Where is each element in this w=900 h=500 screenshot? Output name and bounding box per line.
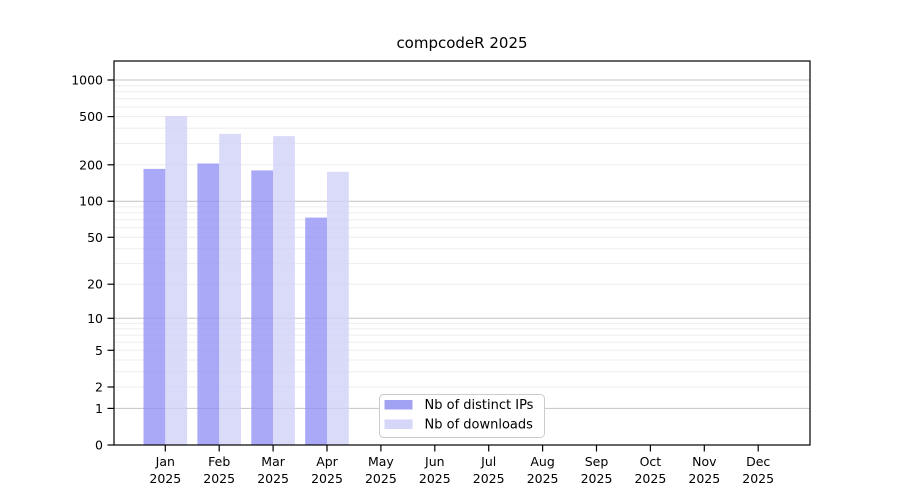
x-tick-label-month: Sep bbox=[585, 454, 609, 469]
x-tick-label-month: Dec bbox=[746, 454, 770, 469]
legend: Nb of distinct IPs Nb of downloads bbox=[379, 394, 545, 438]
y-tick-label: 1000 bbox=[71, 73, 103, 88]
x-tick-label-year: 2025 bbox=[419, 471, 451, 486]
legend-box bbox=[379, 394, 545, 438]
x-tick-label-year: 2025 bbox=[365, 471, 397, 486]
x-tick-label-year: 2025 bbox=[634, 471, 666, 486]
y-tick-label: 5 bbox=[95, 343, 103, 358]
x-tick-label-year: 2025 bbox=[203, 471, 235, 486]
y-tick-label: 2 bbox=[95, 380, 103, 395]
x-tick-label-month: May bbox=[368, 454, 394, 469]
chart-title: compcodeR 2025 bbox=[396, 34, 527, 52]
legend-swatch bbox=[384, 400, 413, 410]
x-axis: Jan 2025 Feb 2025 Mar 2025 Apr 2025 May 2025 Jun 20… bbox=[149, 445, 774, 486]
x-tick-label-year: 2025 bbox=[527, 471, 559, 486]
y-tick-label: 1 bbox=[95, 401, 103, 416]
y-axis: 0 1 2 5 10 20 50 100 200 500 1000 bbox=[71, 73, 114, 453]
legend-label: Nb of downloads bbox=[425, 418, 534, 433]
x-tick-label-month: Jun bbox=[424, 454, 445, 469]
y-tick-label: 50 bbox=[87, 230, 103, 245]
x-tick-label-year: 2025 bbox=[473, 471, 505, 486]
legend-swatch bbox=[384, 419, 413, 429]
x-tick-label-year: 2025 bbox=[581, 471, 613, 486]
x-tick-label-month: Mar bbox=[261, 454, 285, 469]
y-tick-label: 100 bbox=[79, 194, 103, 209]
x-tick-label-month: Jan bbox=[155, 454, 175, 469]
plot-border bbox=[113, 60, 811, 446]
x-tick-label-year: 2025 bbox=[688, 471, 720, 486]
bar-distinct-ips bbox=[305, 217, 327, 445]
x-tick-label-month: Aug bbox=[530, 454, 554, 469]
bar-distinct-ips bbox=[143, 168, 166, 445]
bar-distinct-ips bbox=[251, 170, 274, 445]
x-tick-label-month: Apr bbox=[316, 454, 338, 469]
x-tick-label-month: Feb bbox=[208, 454, 230, 469]
bar-downloads bbox=[273, 136, 295, 445]
x-tick-label-year: 2025 bbox=[257, 471, 289, 486]
x-tick-label-month: Nov bbox=[692, 454, 717, 469]
y-tick-label: 10 bbox=[87, 311, 103, 326]
y-tick-label: 200 bbox=[79, 157, 103, 172]
legend-label: Nb of distinct IPs bbox=[425, 398, 534, 413]
y-tick-label: 20 bbox=[87, 277, 103, 292]
x-tick-label-year: 2025 bbox=[149, 471, 181, 486]
bar-downloads bbox=[219, 133, 241, 445]
y-tick-label: 500 bbox=[79, 109, 103, 124]
x-tick-label-year: 2025 bbox=[742, 471, 774, 486]
bar-distinct-ips bbox=[197, 163, 220, 445]
x-tick-label-month: Oct bbox=[640, 454, 662, 469]
bar-downloads bbox=[327, 171, 349, 446]
bar-downloads bbox=[165, 116, 188, 445]
bars bbox=[143, 116, 349, 446]
x-tick-label-year: 2025 bbox=[311, 471, 343, 486]
x-tick-label-month: Jul bbox=[480, 454, 496, 469]
y-tick-label: 0 bbox=[95, 438, 103, 453]
